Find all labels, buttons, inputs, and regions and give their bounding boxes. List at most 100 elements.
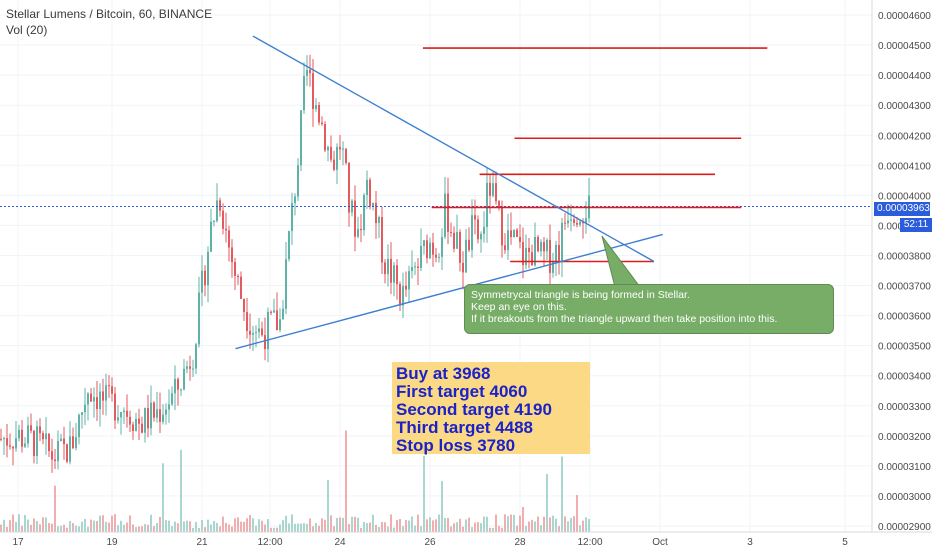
symbol-title[interactable]: Stellar Lumens / Bitcoin, 60, BINANCE: [6, 7, 213, 21]
candle-body: [270, 311, 272, 313]
candle-body: [489, 182, 491, 196]
candle-body: [585, 218, 587, 224]
candle-body: [159, 409, 161, 422]
candle-body: [402, 285, 404, 306]
candle-body: [429, 242, 431, 259]
candle-body: [579, 221, 581, 225]
candle-body: [168, 404, 170, 410]
volume-bar: [477, 522, 479, 532]
volume-bar: [549, 517, 551, 532]
price-tick-label: 0.00003800: [878, 251, 931, 262]
candle-body: [492, 183, 494, 196]
volume-bar: [324, 519, 326, 532]
volume-bar: [333, 526, 335, 532]
volume-bar: [363, 521, 365, 532]
volume-bar: [306, 523, 308, 532]
candle-body: [393, 265, 395, 283]
candle-body: [327, 146, 329, 151]
volume-bar: [546, 473, 548, 532]
price-tick-label: 0.00002900: [878, 522, 931, 533]
candle-body: [540, 241, 542, 252]
time-tick-label: 24: [334, 537, 346, 548]
volume-bar: [261, 520, 263, 532]
candle-body: [558, 244, 560, 261]
time-axis[interactable]: 17 19 21 12:00 24 26 28 12:00 Oct 3 5: [12, 537, 848, 548]
candle-body: [249, 330, 251, 335]
candle-body: [342, 148, 344, 150]
volume-bar: [174, 521, 176, 532]
volume-bar: [177, 523, 179, 532]
candle-body: [528, 247, 530, 253]
volume-bar: [351, 516, 353, 532]
candle-body: [147, 408, 149, 429]
candle-body: [408, 271, 410, 290]
volume-bar: [555, 518, 557, 532]
time-tick-label: 3: [747, 537, 753, 548]
volume-bar: [0, 524, 2, 532]
callout-line: Keep an eye on this.: [471, 301, 567, 313]
candle-body: [171, 393, 173, 405]
volume-bar: [216, 523, 218, 532]
volume-bar: [126, 522, 128, 532]
candle-body: [246, 312, 248, 331]
buy-line: Buy at 3968: [396, 364, 491, 383]
candle-body: [78, 414, 80, 438]
volume-bar: [33, 518, 35, 532]
candle-body: [315, 105, 317, 110]
volume-bar: [399, 519, 401, 532]
candle-body: [336, 146, 338, 170]
candle-body: [165, 409, 167, 415]
volume-bar: [42, 517, 44, 532]
candle-body: [384, 262, 386, 275]
candle-body: [294, 196, 296, 204]
candle-body: [105, 385, 107, 401]
volume-bar: [321, 518, 323, 532]
price-tick-label: 0.00004300: [878, 101, 931, 112]
candle-body: [567, 220, 569, 224]
volume-bar: [90, 519, 92, 532]
time-tick-label: 19: [106, 537, 118, 548]
stop-loss-line: Stop loss 3780: [396, 436, 516, 455]
volume-bar: [579, 525, 581, 532]
volume-bar: [294, 523, 296, 532]
volume-bar: [105, 521, 107, 532]
volume-bar: [288, 523, 290, 532]
time-tick-label: 28: [514, 537, 526, 548]
candle-body: [282, 308, 284, 320]
candle-body: [462, 262, 464, 273]
candle-body: [306, 69, 308, 76]
volume-bar: [6, 526, 8, 532]
volume-bar: [450, 526, 452, 532]
candle-body: [144, 408, 146, 433]
candles: [0, 54, 590, 473]
volume-bar: [144, 524, 146, 532]
second-target-line: Second target 4190: [396, 400, 552, 419]
volume-bar: [465, 519, 467, 532]
volume-bar: [171, 526, 173, 532]
volume-indicator-label[interactable]: Vol (20): [6, 23, 48, 37]
volume-bar: [114, 514, 116, 532]
candle-body: [285, 259, 287, 309]
candle-body: [153, 402, 155, 418]
volume-bar: [510, 514, 512, 532]
candle-body: [510, 230, 512, 238]
volume-bar: [45, 517, 47, 532]
callout-line: If it breakouts from the triangle upward…: [471, 313, 778, 325]
candle-body: [516, 229, 518, 237]
volume-bar: [375, 524, 377, 532]
volume-bar: [390, 514, 392, 532]
volume-bar: [564, 516, 566, 532]
candle-body: [300, 110, 302, 166]
candle-body: [522, 242, 524, 266]
volume-bar: [87, 526, 89, 532]
volume-bar: [507, 516, 509, 532]
volume-bar: [198, 527, 200, 532]
candle-body: [441, 237, 443, 257]
candle-body: [375, 202, 377, 224]
price-tick-label: 0.00003200: [878, 432, 931, 443]
volume-bar: [60, 525, 62, 532]
candle-body: [192, 368, 194, 370]
volume-bar: [522, 506, 524, 532]
volume-bar: [273, 527, 275, 532]
